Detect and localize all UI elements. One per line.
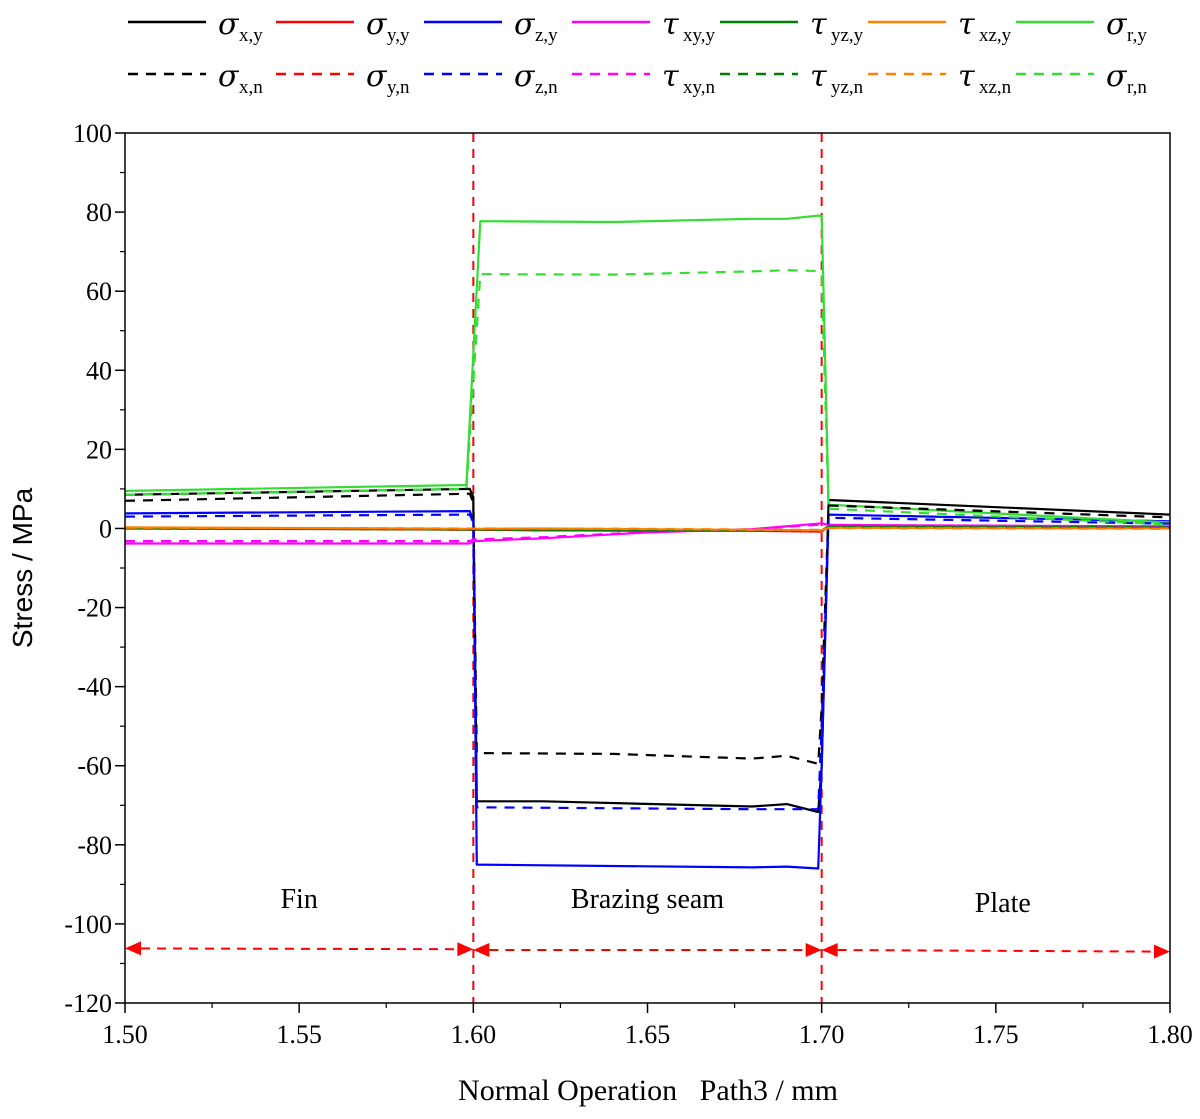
legend-symbol: τ bbox=[662, 7, 679, 42]
series-line-z-y bbox=[124, 510, 1171, 870]
x-tick-label: 1.80 bbox=[1147, 1020, 1193, 1049]
legend-symbol: σ bbox=[514, 7, 536, 42]
plot-lines bbox=[124, 214, 1171, 870]
legend-subscript: r,n bbox=[1127, 77, 1147, 98]
x-tick-label: 1.75 bbox=[973, 1020, 1019, 1049]
legend-subscript: z,y bbox=[535, 25, 558, 46]
legend: σ x,y σ y,y σ z,y τ xy,y τ yz,y τ xz,y σ r,yσ x,n σ y,n σ… bbox=[128, 7, 1147, 98]
x-tick-label: 1.60 bbox=[451, 1020, 497, 1049]
plot-frame bbox=[124, 132, 1171, 1004]
y-tick-label: 40 bbox=[86, 356, 112, 385]
series-line-x-y bbox=[124, 487, 1171, 814]
legend-subscript: x,n bbox=[239, 77, 263, 98]
region-label: Plate bbox=[975, 888, 1031, 919]
x-tick-label: 1.65 bbox=[625, 1020, 671, 1049]
legend-subscript: xz,y bbox=[979, 25, 1012, 46]
legend-symbol: σ bbox=[218, 7, 240, 42]
y-tick-label: 80 bbox=[86, 198, 112, 227]
legend-subscript: xy,y bbox=[683, 25, 716, 46]
region-arrow-head-right bbox=[1154, 944, 1170, 959]
y-tick-label: 0 bbox=[99, 514, 112, 543]
y-tick-label: -20 bbox=[77, 594, 112, 623]
legend-symbol: σ bbox=[1106, 59, 1128, 94]
x-axis-title: Normal Operation Path3 / mm bbox=[458, 1074, 838, 1107]
y-tick-label: -100 bbox=[64, 910, 112, 939]
region-labels: Fin Brazing seam Plate bbox=[280, 884, 1030, 919]
legend-subscript: xz,n bbox=[979, 77, 1012, 98]
legend-subscript: yz,n bbox=[831, 77, 864, 98]
legend-symbol: τ bbox=[810, 59, 827, 94]
legend-symbol: τ bbox=[810, 7, 827, 42]
series-line-xy-n bbox=[125, 523, 1171, 543]
y-tick-label: -80 bbox=[77, 831, 112, 860]
series-line-z-n bbox=[124, 513, 1171, 811]
region-arrow-head-left bbox=[125, 941, 141, 956]
series-line-r-n bbox=[124, 269, 1171, 526]
y-axis-title: Stress / MPa bbox=[7, 487, 38, 648]
x-tick-label: 1.55 bbox=[276, 1020, 322, 1049]
legend-symbol: σ bbox=[514, 59, 536, 94]
region-arrow-head-left bbox=[473, 943, 490, 958]
y-tick-label: 100 bbox=[73, 119, 112, 148]
legend-subscript: z,n bbox=[535, 77, 558, 98]
y-tick-label: -60 bbox=[77, 752, 112, 781]
series-line-xz-n bbox=[124, 526, 1171, 532]
region-arrows bbox=[125, 941, 1170, 959]
legend-symbol: τ bbox=[662, 59, 679, 94]
y-tick-label: 60 bbox=[86, 277, 112, 306]
region-arrow-head-right bbox=[457, 942, 474, 957]
legend-subscript: yz,y bbox=[831, 25, 864, 46]
legend-symbol: σ bbox=[218, 59, 240, 94]
region-arrow-head-right bbox=[805, 943, 822, 958]
y-tick-label: 20 bbox=[86, 435, 112, 464]
x-tick-label: 1.70 bbox=[799, 1020, 845, 1049]
legend-subscript: r,y bbox=[1127, 25, 1147, 46]
series-line-x-n bbox=[124, 492, 1171, 765]
y-axis: -120 -100 -80 -60 -40 -20 0 20 40 60 80 100 bbox=[64, 119, 125, 1018]
region-arrow-shaft bbox=[837, 949, 1155, 953]
y-tick-label: -40 bbox=[77, 673, 112, 702]
x-axis: 1.50 1.55 1.60 1.65 1.70 1.75 1.80 bbox=[102, 1003, 1193, 1049]
legend-subscript: xy,n bbox=[683, 77, 716, 98]
legend-symbol: σ bbox=[366, 7, 388, 42]
legend-symbol: σ bbox=[1106, 7, 1128, 42]
region-label: Brazing seam bbox=[571, 884, 724, 915]
legend-symbol: σ bbox=[366, 59, 388, 94]
legend-subscript: y,n bbox=[387, 77, 410, 98]
legend-symbol: τ bbox=[958, 59, 975, 94]
region-arrow-shaft bbox=[140, 947, 458, 951]
region-boundaries bbox=[472, 133, 823, 1003]
region-arrow-head-left bbox=[821, 943, 838, 958]
legend-symbol: τ bbox=[958, 7, 975, 42]
series-line-r-y bbox=[124, 214, 1171, 524]
x-tick-label: 1.50 bbox=[102, 1020, 148, 1049]
y-tick-label: -120 bbox=[64, 989, 112, 1018]
legend-subscript: x,y bbox=[239, 25, 263, 46]
region-label: Fin bbox=[280, 884, 317, 915]
legend-subscript: y,y bbox=[387, 25, 410, 46]
